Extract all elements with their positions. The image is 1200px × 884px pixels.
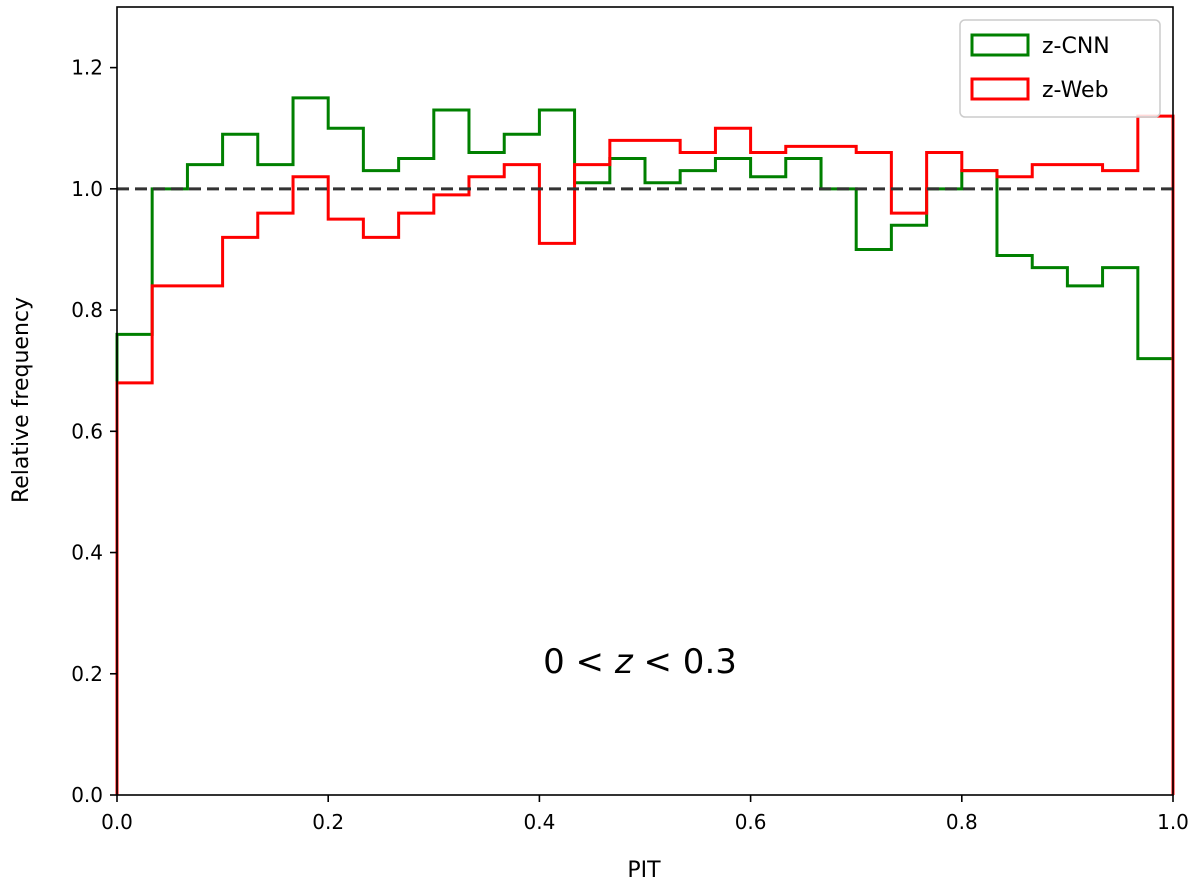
y-tick-label: 0.8 [71, 298, 103, 322]
legend-swatch-z-cnn [970, 33, 1030, 57]
plot-frame [116, 6, 1174, 796]
legend: z-CNN z-Web [959, 19, 1161, 118]
redshift-range-annotation: 0 < z < 0.3 [543, 642, 737, 682]
annotation-suffix: < 0.3 [633, 642, 737, 682]
y-tick-label: 1.2 [71, 56, 103, 80]
annotation-variable: z [614, 642, 634, 682]
x-axis-label: PIT [627, 858, 661, 883]
legend-box [959, 19, 1161, 118]
y-tick-label: 0.6 [71, 419, 103, 443]
legend-label-z-web: z-Web [1042, 78, 1109, 103]
x-tick-label: 1.0 [1157, 810, 1189, 834]
y-tick-label: 0.2 [71, 662, 103, 686]
legend-swatch-z-web [970, 77, 1030, 101]
y-tick-label: 0.0 [71, 783, 103, 807]
y-tick-label: 1.0 [71, 177, 103, 201]
x-tick-label: 0.0 [101, 810, 133, 834]
x-tick-label: 0.8 [946, 810, 978, 834]
plot-area [115, 6, 1175, 796]
x-tick-label: 0.2 [312, 810, 344, 834]
series-z-web-step-line [115, 114, 1175, 795]
series-z-cnn-step-line [115, 96, 1175, 795]
legend-label-z-cnn: z-CNN [1042, 34, 1110, 59]
y-tick-label: 0.4 [71, 541, 103, 565]
annotation-prefix: 0 < [543, 642, 615, 682]
y-axis-label: Relative frequency [9, 297, 34, 503]
x-tick-label: 0.6 [735, 810, 767, 834]
axis-ticks: 0.0 0.2 0.4 0.6 0.8 1.0 0.0 0.2 0.4 0.6 0.8 1.0 1.2 [71, 56, 1189, 834]
x-tick-label: 0.4 [523, 810, 555, 834]
